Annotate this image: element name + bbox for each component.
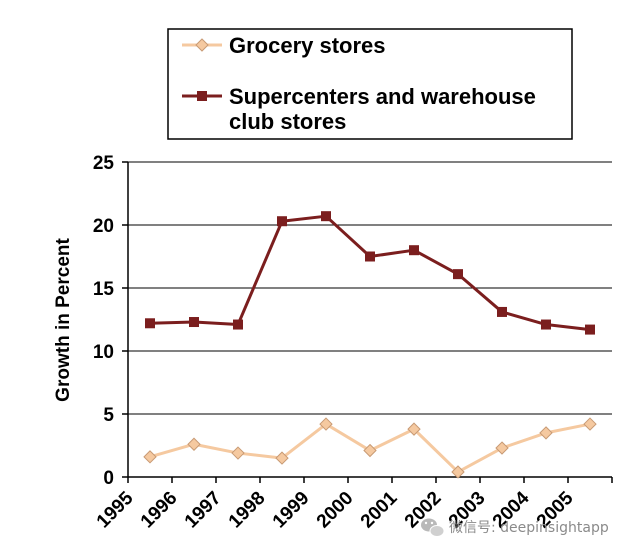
legend-marker-grocery-stores [195, 38, 209, 52]
watermark: 微信号: deepinsightapp [421, 518, 609, 537]
data-point-supercenters-2003 [497, 306, 507, 317]
legend-label-supercenters-line2: club stores [229, 109, 346, 134]
data-point-supercenters-2004 [541, 319, 551, 330]
series-supercenters [145, 211, 595, 335]
y-tick-label-0: 0 [103, 468, 114, 489]
data-point-grocery-stores-2002 [451, 465, 465, 479]
y-tick-label-25: 25 [93, 153, 115, 174]
legend-marker-supercenters [197, 91, 207, 101]
data-point-supercenters-2002 [453, 269, 463, 280]
data-point-grocery-stores-2003 [495, 441, 509, 455]
data-point-grocery-stores-1995 [143, 450, 157, 464]
x-tick-label-2000: 2000 [313, 488, 358, 533]
x-tick-label-1998: 1998 [225, 488, 270, 533]
legend-box [167, 28, 573, 140]
x-tick-label-1996: 1996 [137, 488, 182, 533]
legend-entry-supercenters: Supercenters and warehouse club stores [182, 84, 536, 134]
y-tick-label-5: 5 [103, 405, 114, 426]
legend-entry-grocery-stores: Grocery stores [182, 33, 386, 58]
data-point-grocery-stores-1998 [275, 451, 289, 465]
y-tick-label-15: 15 [93, 279, 115, 300]
plot-area: 0 5 10 15 20 25 1995 1996 1997 1998 1999 2000 2001 2… [93, 153, 613, 533]
legend: Grocery stores Supercenters and warehous… [167, 28, 573, 140]
series-line-supercenters [149, 214, 591, 332]
data-point-supercenters-2005 [585, 324, 595, 335]
x-tick-label-1997: 1997 [181, 488, 226, 533]
data-point-supercenters-2000 [365, 251, 375, 262]
data-point-grocery-stores-1997 [231, 446, 245, 460]
data-point-supercenters-1997 [233, 319, 243, 330]
y-tick-label-20: 20 [93, 216, 114, 237]
data-point-supercenters-1998 [277, 216, 287, 227]
data-point-supercenters-2001 [409, 245, 419, 256]
y-ticks: 0 5 10 15 20 25 [93, 153, 128, 489]
data-point-grocery-stores-2000 [363, 443, 377, 458]
y-axis-label: Growth in Percent [53, 238, 74, 402]
x-tick-label-2001: 2001 [357, 487, 402, 532]
data-point-grocery-stores-1999 [319, 417, 333, 431]
legend-label-supercenters-line1: Supercenters and warehouse [229, 84, 536, 109]
data-point-grocery-stores-1996 [187, 437, 201, 451]
series-layer [143, 211, 597, 479]
data-point-supercenters-1995 [145, 318, 155, 329]
watermark-text: 微信号: deepinsightapp [449, 520, 609, 536]
y-tick-label-10: 10 [93, 342, 114, 363]
x-tick-label-1999: 1999 [269, 488, 314, 533]
x-tick-label-1995: 1995 [93, 487, 138, 532]
data-point-grocery-stores-2004 [539, 426, 553, 440]
gridlines [128, 161, 612, 415]
data-point-grocery-stores-2001 [407, 422, 421, 436]
wechat-icon [421, 518, 445, 537]
legend-label-grocery-stores: Grocery stores [229, 33, 386, 58]
data-point-supercenters-1999 [321, 211, 331, 222]
data-point-grocery-stores-2005 [583, 417, 597, 431]
data-point-supercenters-1996 [189, 317, 199, 328]
series-grocery-stores [143, 417, 597, 479]
